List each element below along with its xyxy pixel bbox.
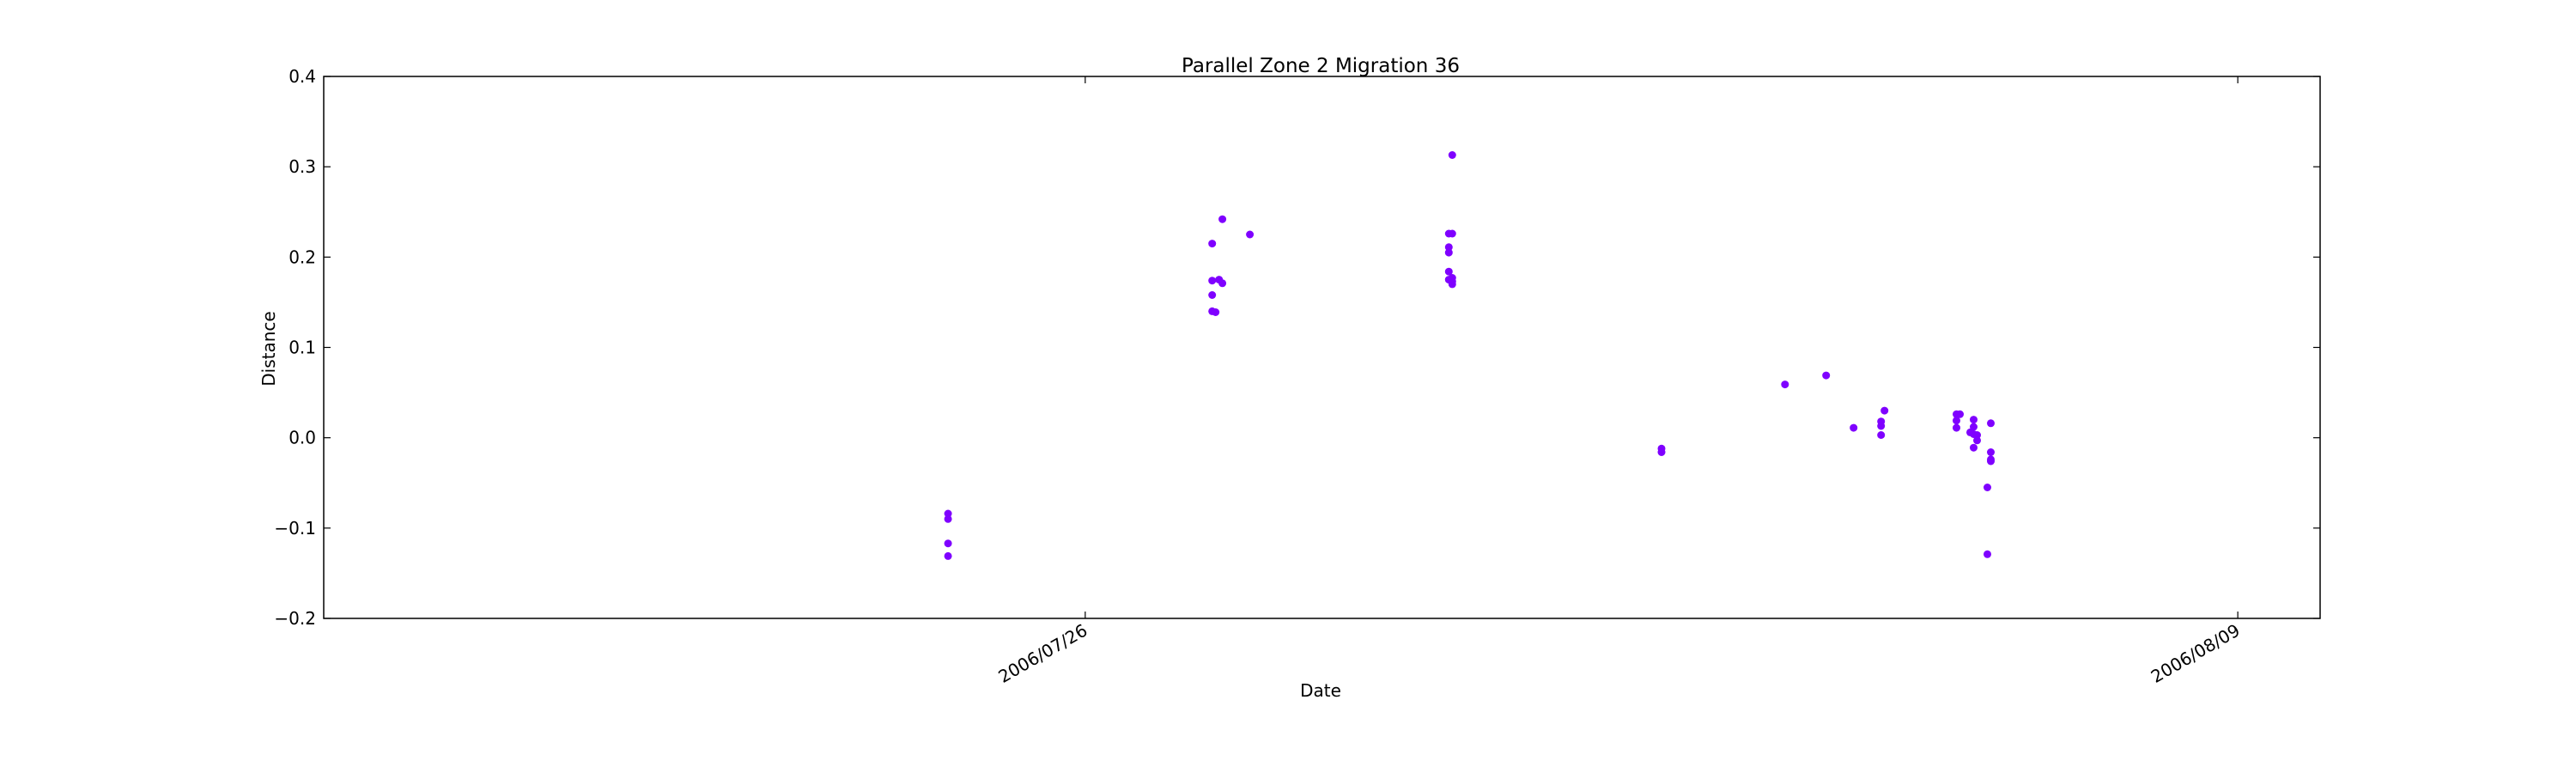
data-point	[1973, 436, 1981, 445]
data-point	[1973, 431, 1981, 439]
y-axis-label: Distance	[258, 311, 279, 386]
data-point	[1956, 410, 1964, 418]
data-point	[944, 514, 952, 523]
data-point	[1970, 423, 1978, 431]
y-tick-label: 0.3	[289, 156, 316, 177]
data-point	[1208, 240, 1217, 248]
y-tick-label: −0.2	[274, 608, 316, 629]
y-tick-label: 0.2	[289, 247, 316, 267]
data-point	[1953, 423, 1960, 432]
data-point	[1444, 243, 1453, 252]
data-point	[1208, 277, 1217, 285]
data-point	[1448, 229, 1456, 238]
data-point	[1987, 457, 1995, 466]
data-point	[1970, 443, 1978, 452]
data-point	[1877, 422, 1886, 430]
data-point	[1448, 151, 1456, 159]
data-point	[944, 539, 952, 548]
data-point	[1218, 279, 1227, 288]
data-point	[1822, 371, 1831, 380]
data-point	[1448, 280, 1456, 289]
data-point	[1984, 550, 1991, 558]
data-point	[1987, 448, 1995, 456]
data-points	[944, 151, 1995, 560]
x-axis-label: Date	[1300, 680, 1341, 701]
y-tick-label: 0.1	[289, 338, 316, 358]
data-point	[1208, 291, 1217, 299]
plot-area-frame	[323, 76, 2321, 619]
data-point	[1781, 380, 1789, 389]
axis-ticks: −0.2 −0.1 0.0 0.1 0.2 0.3 0.4 2006/07/26 2006/08…	[274, 66, 2320, 687]
data-point	[1657, 448, 1666, 456]
data-point	[1246, 230, 1255, 239]
y-tick-label: 0.0	[289, 428, 316, 448]
y-tick-label: −0.1	[274, 518, 316, 539]
chart-title: Parallel Zone 2 Migration 36	[1182, 55, 1460, 77]
data-point	[1953, 417, 1960, 425]
data-point	[944, 509, 952, 518]
data-point	[944, 551, 952, 560]
data-point	[1212, 308, 1220, 316]
data-point	[1218, 215, 1227, 223]
data-point	[1444, 248, 1453, 257]
data-point	[1987, 419, 1995, 428]
y-tick-label: 0.4	[289, 66, 316, 87]
data-point	[1880, 406, 1889, 415]
data-point	[1970, 416, 1978, 424]
data-point	[1850, 423, 1858, 432]
data-point	[1984, 484, 1991, 491]
data-point	[1444, 267, 1453, 276]
data-point	[1877, 431, 1886, 439]
x-tick-label: 2006/07/26	[995, 620, 1091, 687]
x-tick-label: 2006/08/09	[2148, 620, 2244, 687]
